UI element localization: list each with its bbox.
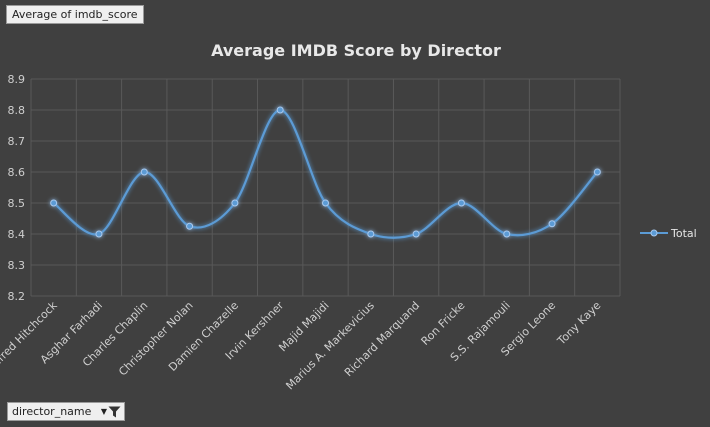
data-point <box>276 106 284 114</box>
value-field-label: Average of imdb_score <box>12 8 138 21</box>
data-point <box>322 199 329 207</box>
series-total <box>50 106 601 239</box>
data-point <box>95 230 103 238</box>
x-tick-label: Ron Fricke <box>419 299 468 348</box>
legend-point-marker <box>650 229 658 237</box>
chart-title: Average IMDB Score by Director <box>211 41 501 60</box>
data-point <box>367 230 375 238</box>
data-point <box>231 199 239 207</box>
y-axis-ticks: 8.2 8.3 8.4 8.5 8.6 8.7 8.8 8.9 <box>8 73 26 303</box>
y-tick-label: 8.4 <box>8 228 26 241</box>
data-point <box>412 230 420 238</box>
y-tick-label: 8.3 <box>8 259 26 272</box>
data-point <box>457 199 465 207</box>
y-tick-label: 8.2 <box>8 290 26 303</box>
data-point <box>548 220 556 228</box>
y-tick-label: 8.5 <box>8 197 26 210</box>
legend-label: Total <box>670 227 697 240</box>
y-tick-label: 8.7 <box>8 135 26 148</box>
y-tick-label: 8.9 <box>8 73 26 86</box>
plot-grid <box>30 78 621 297</box>
x-tick-label: Richard Marquand <box>342 299 422 379</box>
filter-dropdown-control[interactable]: ▼ <box>97 405 121 419</box>
legend: Total <box>640 227 697 240</box>
data-point <box>140 168 148 176</box>
filter-icon <box>108 406 121 418</box>
data-point <box>593 168 601 176</box>
x-tick-label: Tony Kaye <box>554 299 603 348</box>
x-tick-label: Marius A. Markevicius <box>283 299 377 393</box>
dropdown-arrow-icon: ▼ <box>100 407 107 416</box>
y-tick-label: 8.6 <box>8 166 26 179</box>
y-tick-label: 8.8 <box>8 104 26 117</box>
data-point <box>50 199 58 207</box>
value-field-button[interactable]: Average of imdb_score <box>6 5 144 24</box>
director-filter-button[interactable]: director_name ▼ <box>7 402 125 421</box>
data-point <box>186 222 194 230</box>
data-point <box>503 230 511 238</box>
filter-field-label: director_name <box>12 405 92 418</box>
series-line <box>52 108 599 239</box>
